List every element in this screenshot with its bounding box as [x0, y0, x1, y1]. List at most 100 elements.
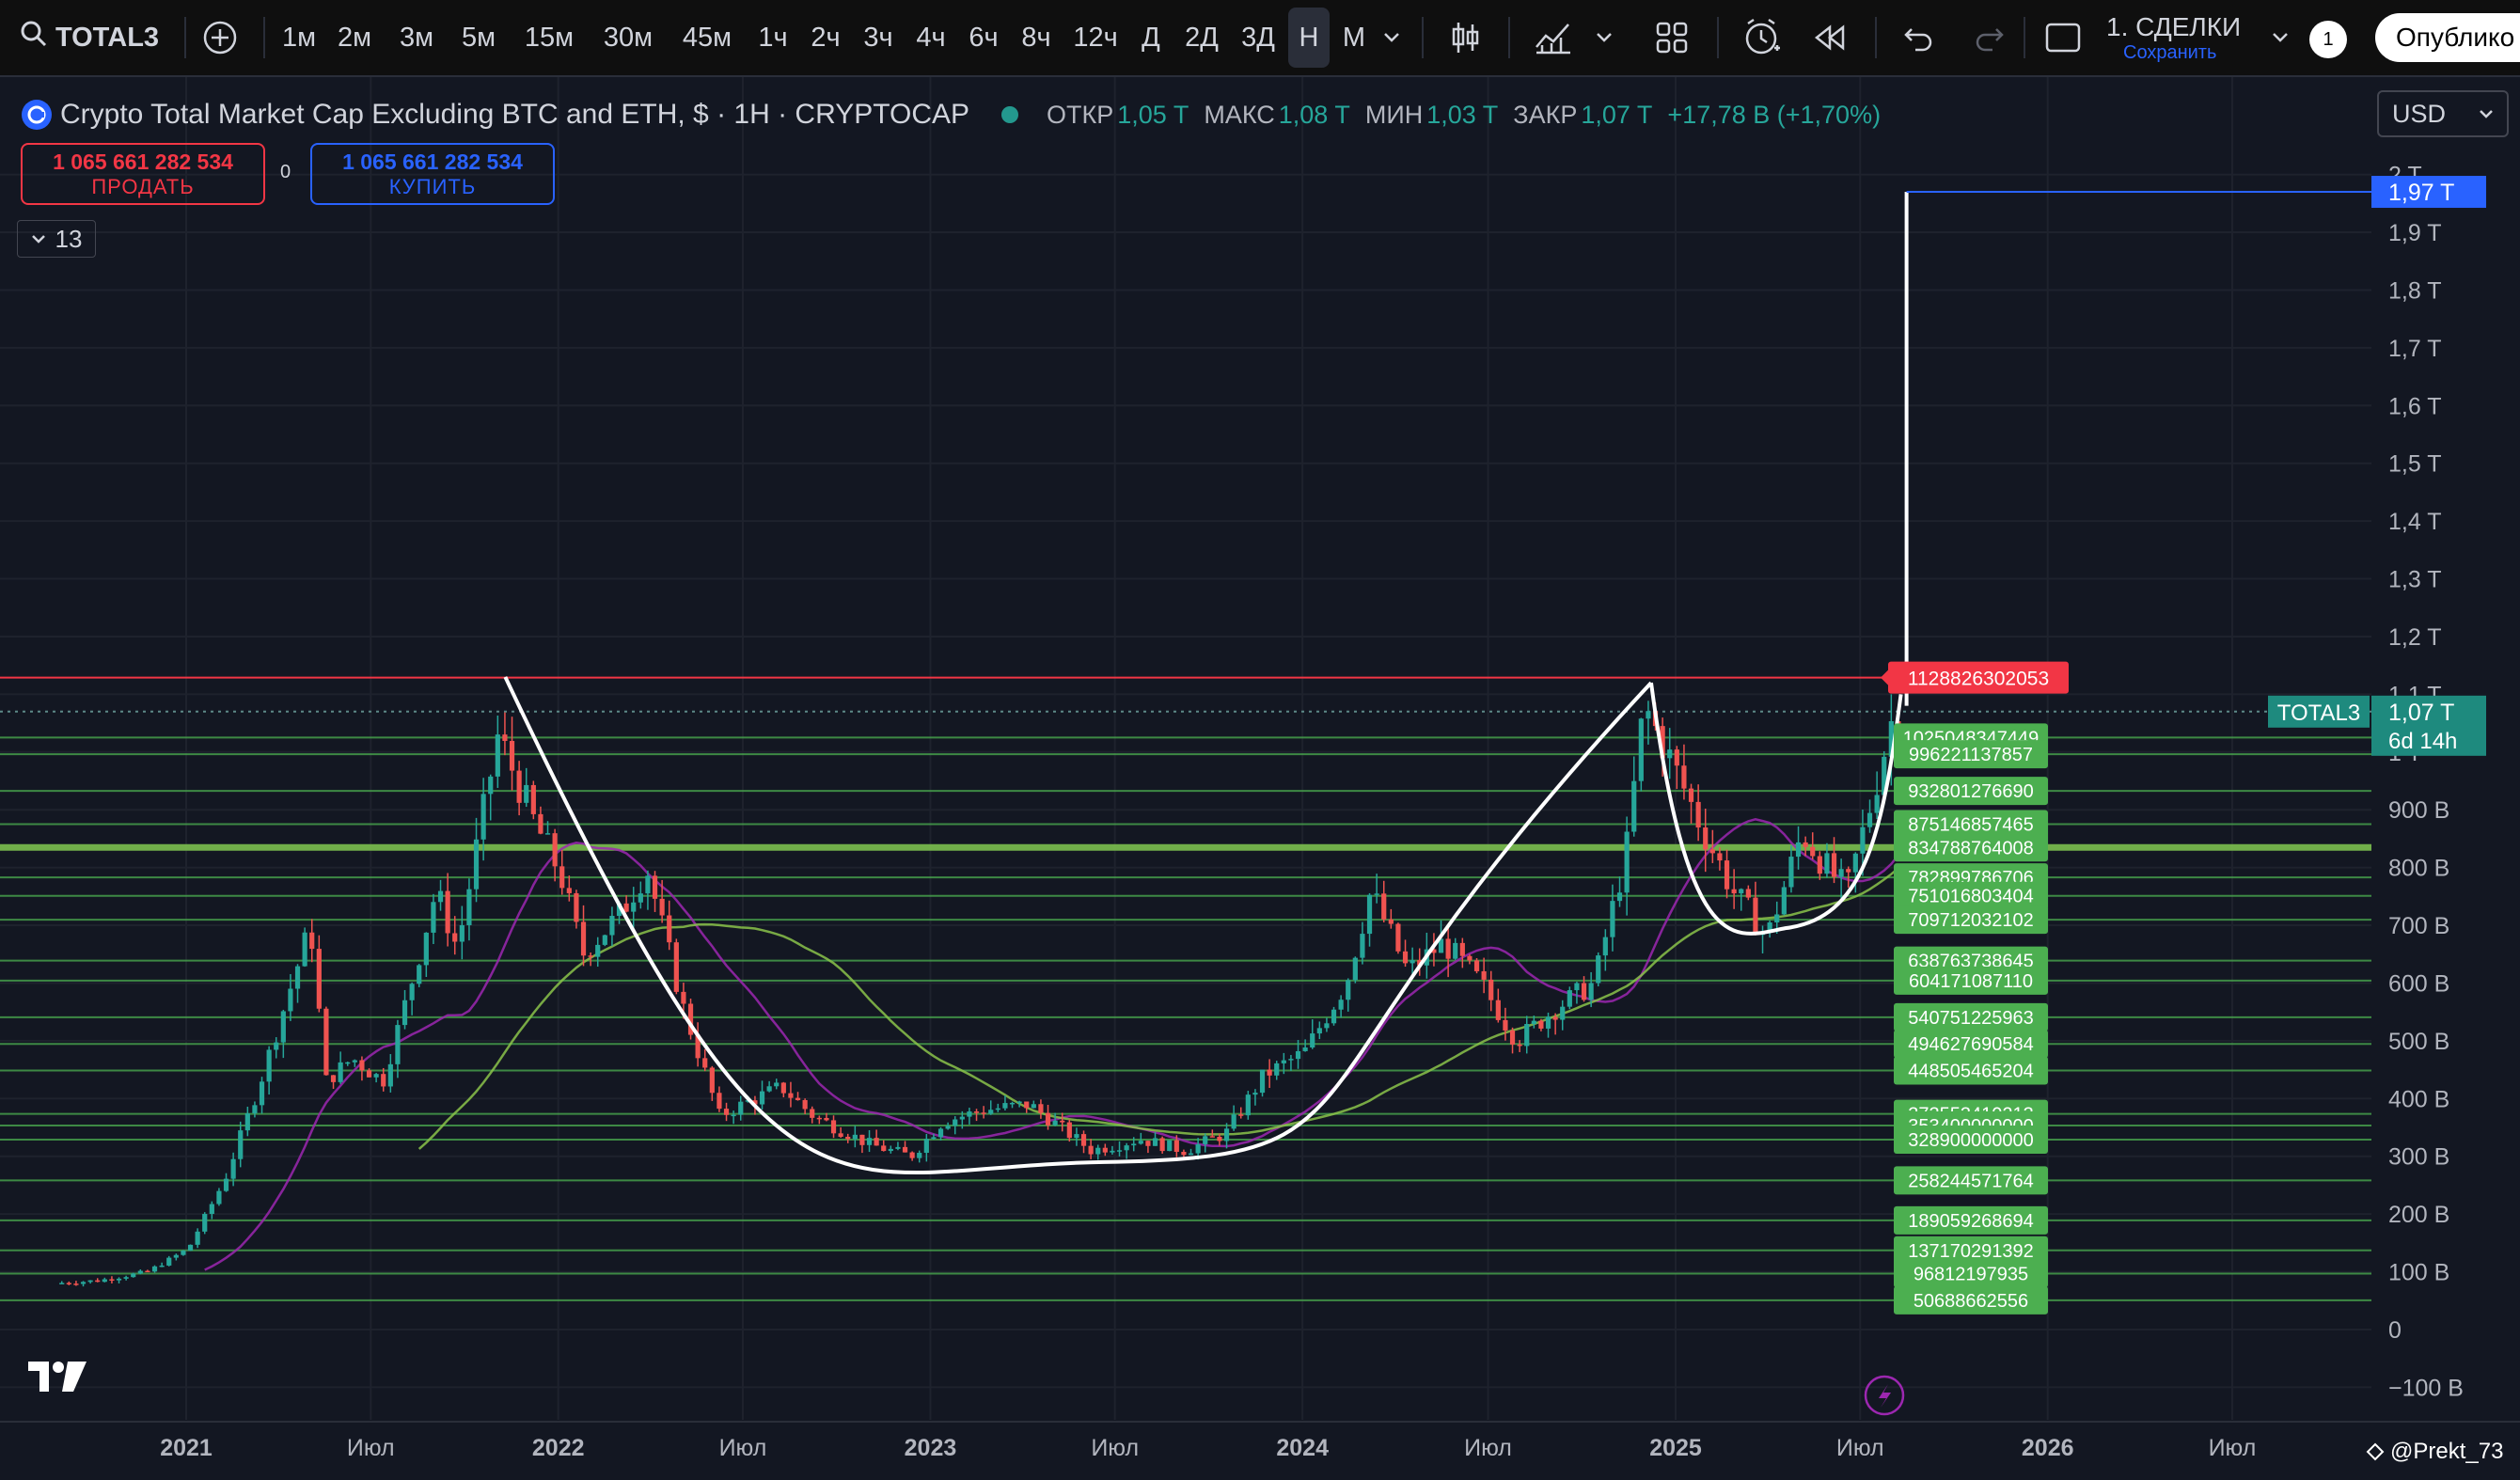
candle-body: [137, 1270, 143, 1274]
level-label: 189059268694: [1908, 1211, 2033, 1232]
candles-type-icon[interactable]: [1439, 0, 1491, 75]
candle-body: [1831, 853, 1837, 877]
candle-body: [1509, 1030, 1516, 1045]
symbol-tag: [2268, 695, 2370, 728]
candle-body: [945, 1126, 951, 1129]
timeframe-5[interactable]: 30м: [603, 22, 654, 53]
candle-body: [209, 1204, 214, 1215]
time-axis-background: [0, 1422, 2520, 1480]
timeframe-18[interactable]: М: [1342, 22, 1366, 53]
chevron-down-icon[interactable]: [1365, 0, 1418, 75]
candle-body: [1074, 1134, 1079, 1139]
timeframe-16[interactable]: 3Д: [1241, 22, 1275, 53]
candle-body: [266, 1049, 272, 1082]
symbol-label: TOTAL3: [55, 22, 160, 53]
symbol-tag-label: TOTAL3: [2277, 701, 2360, 726]
fullscreen-frame-icon[interactable]: [2037, 0, 2089, 75]
timeframe-12[interactable]: 8ч: [1021, 22, 1051, 53]
timeframe-14[interactable]: Д: [1142, 22, 1160, 53]
candle-body: [1739, 889, 1744, 894]
candle-body: [244, 1113, 250, 1131]
candle-body: [881, 1145, 887, 1152]
candle-body: [524, 784, 529, 803]
candles: [59, 694, 1901, 1287]
compare-add-icon[interactable]: [194, 0, 246, 75]
timeframe-4[interactable]: 15м: [524, 22, 575, 53]
candle-body: [659, 898, 665, 916]
price-chart[interactable]: 1025048347449996221137857932801276690875…: [0, 77, 2520, 1480]
timeframe-17[interactable]: Н: [1288, 8, 1330, 68]
candle-body: [1181, 1151, 1187, 1156]
diamond-icon: [2366, 1442, 2385, 1461]
timeframe-6[interactable]: 45м: [682, 22, 732, 53]
indicators-collapse-button[interactable]: 13: [17, 220, 96, 258]
candle-body: [1838, 869, 1844, 877]
layout-grid-icon[interactable]: [1646, 0, 1698, 75]
symbol-search-button[interactable]: TOTAL3: [0, 0, 179, 75]
candle-body: [1503, 1019, 1508, 1031]
candle-body: [1395, 923, 1401, 952]
buy-button[interactable]: 1 065 661 282 534 КУПИТЬ: [310, 143, 555, 205]
target-price-label: 1,97 T: [2388, 180, 2454, 206]
handle-curve: [1648, 682, 1903, 936]
candle-body: [509, 741, 515, 771]
candle-body: [316, 949, 322, 1009]
price-axis-label: 700 B: [2388, 913, 2449, 939]
chevron-down-icon[interactable]: [1587, 0, 1621, 75]
time-axis-label: 2022: [532, 1435, 585, 1461]
trades-layout-button[interactable]: 1. СДЕЛКИ Сохранить: [2106, 0, 2294, 75]
timeframe-9[interactable]: 3ч: [863, 22, 893, 53]
timeframe-3[interactable]: 5м: [461, 22, 496, 53]
timeframe-1[interactable]: 2м: [337, 22, 372, 53]
indicators-icon[interactable]: [1527, 0, 1580, 75]
candle-body: [395, 1025, 401, 1064]
timeframe-7[interactable]: 1ч: [758, 22, 788, 53]
currency-select[interactable]: USD: [2377, 90, 2509, 137]
timeframe-15[interactable]: 2Д: [1185, 22, 1219, 53]
candle-body: [888, 1148, 893, 1152]
candle-body: [723, 1109, 730, 1115]
close-label: ЗАКР: [1513, 100, 1578, 129]
candle-body: [1002, 1103, 1008, 1109]
low-value: 1,03 T: [1426, 100, 1499, 129]
redo-icon[interactable]: [1963, 0, 2016, 75]
candle-body: [1173, 1140, 1179, 1152]
sell-button[interactable]: 1 065 661 282 534 ПРОДАТЬ: [21, 143, 265, 205]
candle-body: [73, 1283, 79, 1285]
notification-badge[interactable]: 1: [2309, 21, 2347, 58]
chart-legend: Crypto Total Market Cap Excluding BTC an…: [21, 94, 1896, 135]
level-label-box: [1894, 966, 2048, 995]
timeframe-2[interactable]: 3м: [399, 22, 434, 53]
price-axis-label: 400 B: [2388, 1086, 2449, 1112]
replay-icon[interactable]: [1803, 0, 1856, 75]
candle-body: [1302, 1047, 1308, 1051]
timeframe-10[interactable]: 4ч: [916, 22, 946, 53]
timeframe-11[interactable]: 6ч: [969, 22, 999, 53]
chevron-down-icon[interactable]: [2255, 0, 2306, 75]
candle-body: [1588, 983, 1594, 1000]
author-credit: @Prekt_73: [2366, 1439, 2503, 1465]
candle-body: [1552, 1016, 1558, 1020]
candle-body: [431, 902, 436, 933]
candle-body: [123, 1277, 129, 1279]
candle-body: [373, 1074, 379, 1078]
candle-body: [816, 1117, 822, 1120]
candle-body: [1360, 934, 1365, 958]
symbol-title[interactable]: Crypto Total Market Cap Excluding BTC an…: [60, 99, 970, 130]
alert-clock-icon[interactable]: [1736, 0, 1788, 75]
candle-body: [681, 991, 686, 1004]
timeframe-0[interactable]: 1м: [281, 22, 317, 53]
level-label-box: [1894, 905, 2048, 935]
candle-body: [766, 1086, 772, 1092]
lightning-icon[interactable]: [1864, 1375, 1905, 1416]
price-axis-label: 1,3 T: [2388, 567, 2442, 593]
candle-body: [1245, 1094, 1251, 1116]
candle-body: [116, 1278, 122, 1281]
publish-button[interactable]: Опублико: [2375, 13, 2520, 62]
timeframe-8[interactable]: 2ч: [811, 22, 841, 53]
candle-body: [1159, 1138, 1165, 1152]
save-link[interactable]: Сохранить: [2123, 41, 2217, 63]
undo-icon[interactable]: [1892, 0, 1945, 75]
timeframe-13[interactable]: 12ч: [1073, 22, 1118, 53]
candle-body: [80, 1282, 87, 1284]
